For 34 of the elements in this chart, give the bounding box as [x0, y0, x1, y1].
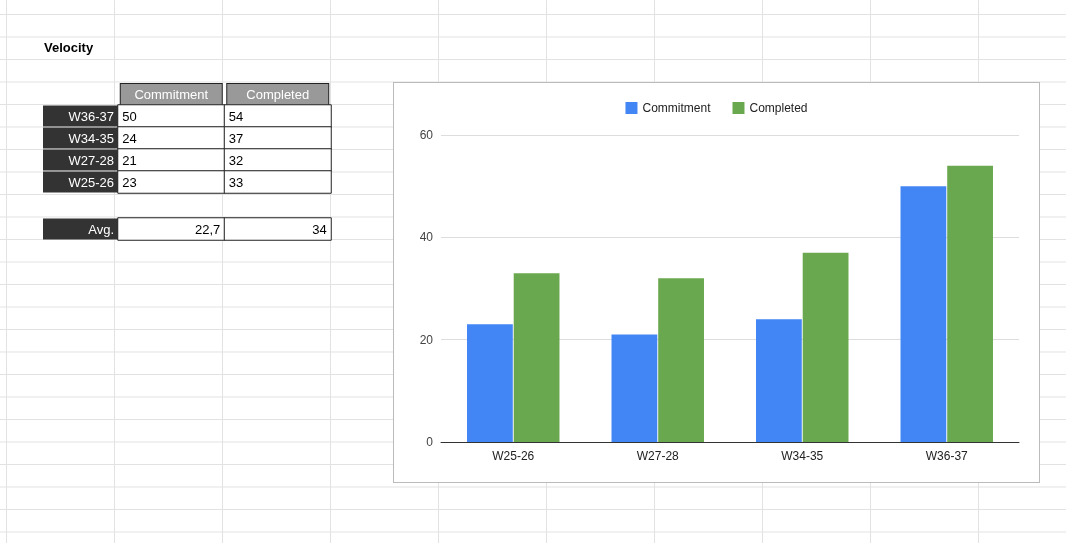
bar: [658, 278, 704, 442]
legend-label: Commitment: [642, 101, 712, 115]
data-label: 34: [312, 221, 327, 237]
bar: [802, 252, 849, 442]
y-tick-label: W27-28: [68, 152, 114, 168]
bar: [947, 165, 993, 442]
y-tick-label: W36-37: [68, 108, 114, 124]
data-label: 54: [228, 108, 244, 124]
y-tick-label: Avg.: [88, 221, 114, 237]
bar: [467, 324, 513, 442]
data-label: 50: [122, 108, 137, 124]
chart-title: Velocity: [44, 40, 94, 55]
bar: [900, 186, 947, 442]
x-tick-label: W36-37: [925, 449, 969, 463]
data-label: 22,7: [194, 221, 221, 237]
data-label: 32: [228, 152, 244, 168]
y-tick-label: W25-26: [68, 174, 114, 190]
bar: [756, 319, 802, 442]
y-tick-label: W34-35: [68, 130, 114, 146]
legend-label: Completed: [749, 101, 808, 115]
data-label: 37: [228, 130, 244, 146]
y-tick-label: 20: [419, 332, 434, 347]
data-label: 24: [122, 130, 137, 146]
data-label: 33: [228, 174, 244, 190]
x-tick-label: W25-26: [492, 449, 535, 463]
y-tick-label: 0: [426, 435, 434, 449]
data-label: 21: [122, 152, 137, 168]
x-tick-label: W34-35: [781, 449, 824, 463]
x-tick-label: W27-28: [636, 449, 680, 463]
y-tick-label: 40: [419, 230, 434, 245]
bar: [611, 334, 658, 442]
y-tick-label: 60: [419, 128, 434, 142]
data-label: 23: [122, 174, 137, 190]
bar: [513, 273, 560, 442]
